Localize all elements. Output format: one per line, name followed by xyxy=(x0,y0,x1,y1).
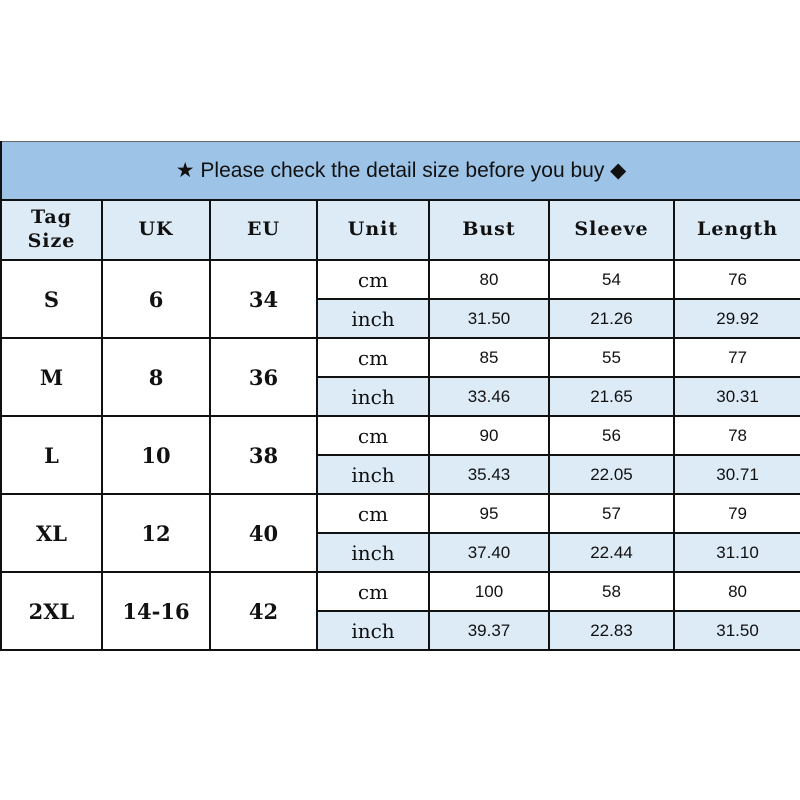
column-header: UK xyxy=(101,199,211,261)
measure-cell: 31.10 xyxy=(672,532,800,573)
size-tag: 2XL xyxy=(0,571,103,651)
measure-cell: 30.31 xyxy=(672,376,800,417)
column-header: Bust xyxy=(428,199,550,261)
measure-cell: 29.92 xyxy=(672,298,800,339)
measure-cell: 22.44 xyxy=(548,532,675,573)
measure-cell: 95 xyxy=(428,493,550,534)
unit-cell: cm xyxy=(316,415,430,456)
measure-cell: 78 xyxy=(672,415,800,456)
size-uk: 10 xyxy=(101,415,211,495)
measure-cell: 100 xyxy=(428,571,550,612)
unit-cell: inch xyxy=(316,376,430,417)
unit-cell: inch xyxy=(316,454,430,495)
size-eu: 36 xyxy=(209,337,318,417)
size-eu: 42 xyxy=(209,571,318,651)
measure-cell: 90 xyxy=(428,415,550,456)
column-header: Length xyxy=(672,199,800,261)
column-header: Sleeve xyxy=(548,199,675,261)
measure-cell: 39.37 xyxy=(428,610,550,651)
size-uk: 12 xyxy=(101,493,211,573)
measure-cell: 85 xyxy=(428,337,550,378)
measure-cell: 22.05 xyxy=(548,454,675,495)
unit-cell: cm xyxy=(316,493,430,534)
column-header: Unit xyxy=(316,199,430,261)
measure-cell: 21.26 xyxy=(548,298,675,339)
size-row: XL 12 40 cm 95 57 79 xyxy=(0,493,800,573)
size-row: 2XL 14-16 42 cm 100 58 80 xyxy=(0,571,800,651)
size-row: S 6 34 cm 80 54 76 xyxy=(0,259,800,339)
unit-cell: inch xyxy=(316,610,430,651)
unit-cell: inch xyxy=(316,298,430,339)
size-uk: 8 xyxy=(101,337,211,417)
measure-cell: 30.71 xyxy=(672,454,800,495)
size-row-inch: inch 35.43 22.05 30.71 xyxy=(1,454,800,495)
size-chart-table: ★ Please check the detail size before yo… xyxy=(0,141,800,651)
unit-cell: cm xyxy=(316,259,430,300)
measure-cell: 31.50 xyxy=(428,298,550,339)
banner: ★ Please check the detail size before yo… xyxy=(0,141,800,201)
column-header: Tag Size xyxy=(0,199,103,261)
size-uk: 6 xyxy=(101,259,211,339)
size-tag: XL xyxy=(0,493,103,573)
size-row-inch: inch 39.37 22.83 31.50 xyxy=(1,610,800,651)
size-eu: 34 xyxy=(209,259,318,339)
size-eu: 40 xyxy=(209,493,318,573)
unit-cell: inch xyxy=(316,532,430,573)
measure-cell: 79 xyxy=(672,493,800,534)
measure-cell: 54 xyxy=(548,259,675,300)
size-tag: L xyxy=(0,415,103,495)
measure-cell: 80 xyxy=(672,571,800,612)
measure-cell: 33.46 xyxy=(428,376,550,417)
measure-cell: 31.50 xyxy=(672,610,800,651)
measure-cell: 77 xyxy=(672,337,800,378)
size-tag: S xyxy=(0,259,103,339)
size-row-inch: inch 31.50 21.26 29.92 xyxy=(1,298,800,339)
size-row-inch: inch 33.46 21.65 30.31 xyxy=(1,376,800,417)
measure-cell: 37.40 xyxy=(428,532,550,573)
measure-cell: 76 xyxy=(672,259,800,300)
size-row: L 10 38 cm 90 56 78 xyxy=(0,415,800,495)
measure-cell: 56 xyxy=(548,415,675,456)
measure-cell: 35.43 xyxy=(428,454,550,495)
measure-cell: 55 xyxy=(548,337,675,378)
measure-cell: 80 xyxy=(428,259,550,300)
unit-cell: cm xyxy=(316,571,430,612)
unit-cell: cm xyxy=(316,337,430,378)
measure-cell: 21.65 xyxy=(548,376,675,417)
measure-cell: 58 xyxy=(548,571,675,612)
size-eu: 38 xyxy=(209,415,318,495)
size-row: M 8 36 cm 85 55 77 xyxy=(0,337,800,417)
size-row-inch: inch 37.40 22.44 31.10 xyxy=(1,532,800,573)
measure-cell: 22.83 xyxy=(548,610,675,651)
column-header: EU xyxy=(209,199,318,261)
size-uk: 14-16 xyxy=(101,571,211,651)
measure-cell: 57 xyxy=(548,493,675,534)
size-tag: M xyxy=(0,337,103,417)
